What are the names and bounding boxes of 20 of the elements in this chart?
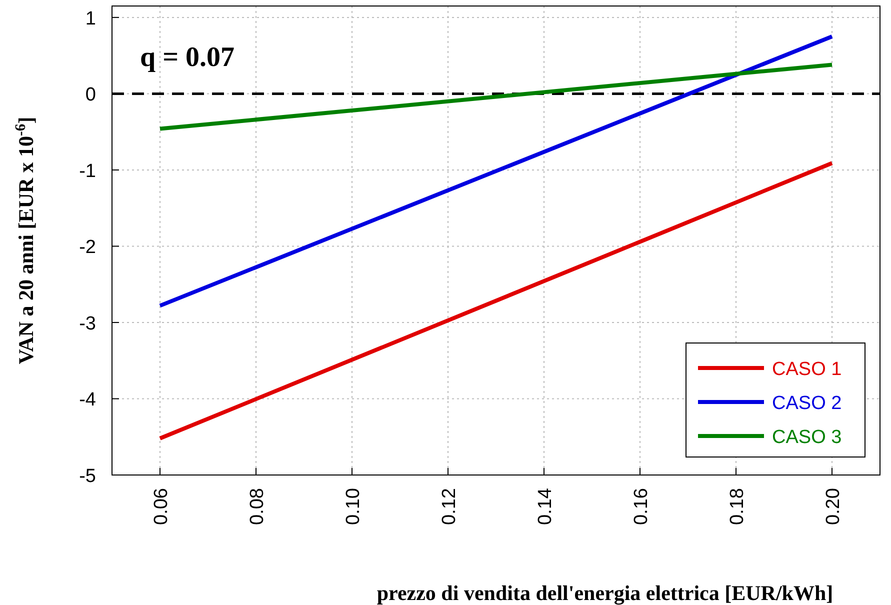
x-tick-label: 0.18	[727, 488, 748, 525]
x-tick-label: 0.06	[151, 488, 172, 525]
x-tick-label: 0.16	[631, 488, 652, 525]
y-tick-label: -5	[79, 466, 96, 487]
x-tick-label: 0.20	[823, 488, 844, 525]
y-tick-label: -2	[79, 237, 96, 258]
x-tick-label: 0.12	[439, 488, 460, 525]
x-tick-label: 0.10	[343, 488, 364, 525]
x-axis-title: prezzo di vendita dell'energia elettrica [EUR/kWh]	[376, 581, 834, 605]
legend-label: CASO 3	[772, 427, 842, 448]
x-tick-label: 0.14	[535, 488, 556, 525]
legend-label: CASO 2	[772, 393, 842, 414]
y-tick-label: -1	[79, 160, 96, 182]
y-tick-label: 0	[85, 84, 96, 106]
legend-label: CASO 1	[772, 359, 842, 380]
annotation: q = 0.07	[140, 42, 235, 73]
x-tick-label: 0.08	[247, 488, 268, 525]
y-tick-label: -3	[79, 313, 96, 334]
y-tick-label: 1	[85, 8, 96, 30]
y-tick-label: -4	[79, 390, 96, 411]
